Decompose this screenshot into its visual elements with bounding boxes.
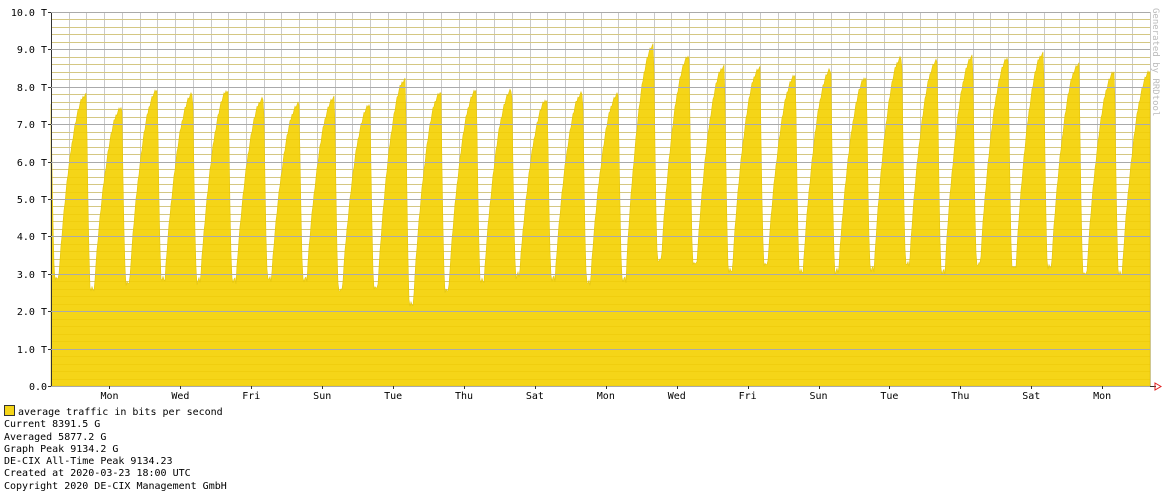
y-tick-label: 0.0 — [29, 382, 47, 393]
legend: average traffic in bits per second Curre… — [4, 405, 227, 493]
legend-series-row: average traffic in bits per second — [4, 405, 227, 419]
averaged-value: Averaged 5877.2 G — [4, 431, 107, 443]
y-axis-ticks: 0.0 1.0 T 2.0 T 3.0 T 4.0 T 5.0 T 6.0 T 7.0 T 8.… — [11, 8, 1150, 393]
y-tick-label: 6.0 T — [17, 158, 47, 169]
x-axis-arrow-icon — [1154, 382, 1162, 391]
x-axis-ticks: Mon Wed Fri Sun Tue Thu Sat Mon Wed Fri Sun Tue Thu S… — [100, 386, 1111, 400]
x-tick-label: Fri — [739, 391, 757, 400]
created-timestamp: Created at 2020-03-23 18:00 UTC — [4, 468, 191, 480]
current-value: Current 8391.5 G — [4, 419, 101, 431]
y-tick-label: 5.0 T — [17, 195, 47, 206]
legend-swatch — [4, 405, 15, 416]
x-tick-label: Wed — [171, 391, 189, 400]
x-tick-label: Sun — [313, 391, 331, 400]
y-tick-label: 4.0 T — [17, 232, 47, 243]
y-tick-label: 1.0 T — [17, 345, 47, 356]
y-tick-label: 2.0 T — [17, 307, 47, 318]
x-tick-label: Mon — [100, 391, 118, 400]
x-tick-label: Sat — [1022, 391, 1040, 400]
y-tick-label: 3.0 T — [17, 270, 47, 281]
x-tick-label: Sun — [809, 391, 827, 400]
y-tick-label: 8.0 T — [17, 83, 47, 94]
x-tick-label: Thu — [951, 391, 969, 400]
watermark-text: Generated by RRDtool — [1150, 8, 1160, 116]
all-time-peak-value: DE-CIX All-Time Peak 9134.23 — [4, 456, 173, 468]
legend-series-label: average traffic in bits per second — [18, 407, 223, 418]
y-tick-label: 7.0 T — [17, 120, 47, 131]
x-tick-label: Sat — [526, 391, 544, 400]
x-tick-label: Mon — [597, 391, 615, 400]
x-tick-label: Fri — [242, 391, 260, 400]
x-tick-label: Mon — [1093, 391, 1111, 400]
y-tick-label: 10.0 T — [11, 8, 47, 19]
x-tick-label: Tue — [384, 391, 402, 400]
x-tick-label: Thu — [455, 391, 473, 400]
x-tick-label: Wed — [668, 391, 686, 400]
series-area-path — [50, 43, 1151, 387]
traffic-chart: 0.0 1.0 T 2.0 T 3.0 T 4.0 T 5.0 T 6.0 T 7.0 T 8.… — [11, 8, 1162, 400]
copyright-text: Copyright 2020 DE-CIX Management GmbH — [4, 480, 227, 492]
graph-peak-value: Graph Peak 9134.2 G — [4, 443, 119, 455]
x-tick-label: Tue — [880, 391, 898, 400]
y-tick-label: 9.0 T — [17, 45, 47, 56]
